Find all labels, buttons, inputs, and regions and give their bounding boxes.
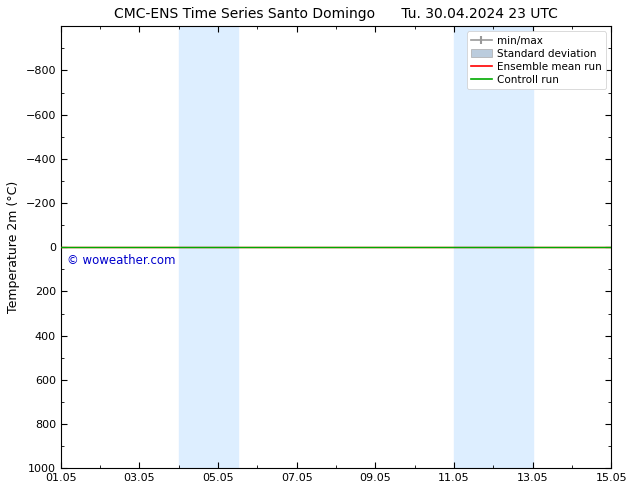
Text: © woweather.com: © woweather.com xyxy=(67,254,175,267)
Legend: min/max, Standard deviation, Ensemble mean run, Controll run: min/max, Standard deviation, Ensemble me… xyxy=(467,31,606,89)
Bar xyxy=(454,26,533,468)
Y-axis label: Temperature 2m (°C): Temperature 2m (°C) xyxy=(7,181,20,314)
Bar xyxy=(179,26,238,468)
Title: CMC-ENS Time Series Santo Domingo      Tu. 30.04.2024 23 UTC: CMC-ENS Time Series Santo Domingo Tu. 30… xyxy=(114,7,558,21)
